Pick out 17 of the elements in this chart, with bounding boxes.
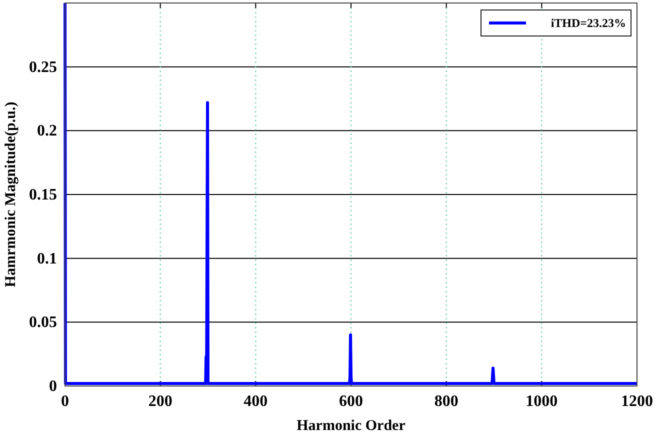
x-axis-title: Harmonic Order [296, 418, 406, 434]
y-tick-label: 0.05 [29, 314, 57, 332]
y-axis-title: Hamrmonic Magnitude(p.u.) [3, 102, 19, 288]
x-tick-label: 1000 [526, 393, 558, 410]
x-tick-label: 200 [148, 393, 172, 410]
y-tick-label: 0.25 [29, 58, 57, 76]
line-series [64, 2, 638, 385]
x-tick-label: 800 [434, 393, 458, 410]
y-tick-label: 0 [49, 378, 57, 395]
y-tick-label: 0.1 [37, 250, 57, 268]
x-tick-label: 400 [244, 393, 268, 410]
x-tick-label: 600 [339, 393, 363, 410]
x-tick-label: 0 [61, 393, 69, 410]
x-tick-label: 1200 [621, 393, 653, 410]
y-tick-label: 0.2 [37, 122, 57, 140]
legend-label: iTHD=23.23% [550, 16, 626, 30]
y-tick-label: 0.15 [29, 186, 57, 204]
